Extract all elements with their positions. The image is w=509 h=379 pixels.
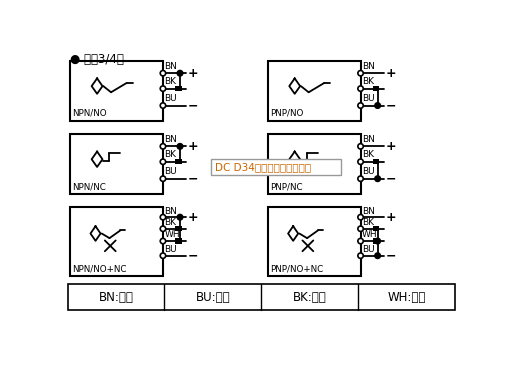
- Circle shape: [160, 176, 165, 182]
- Text: NPN/NO+NC: NPN/NO+NC: [72, 265, 127, 273]
- Text: BN: BN: [361, 135, 374, 144]
- Circle shape: [357, 103, 362, 108]
- Circle shape: [160, 144, 165, 149]
- Circle shape: [357, 238, 362, 244]
- Text: BN:棕色: BN:棕色: [98, 291, 133, 304]
- Text: +: +: [385, 211, 395, 224]
- Circle shape: [177, 215, 182, 220]
- Bar: [372, 226, 378, 232]
- Circle shape: [160, 253, 165, 258]
- Text: BK: BK: [164, 77, 176, 86]
- Circle shape: [160, 103, 165, 108]
- Text: WH: WH: [361, 230, 377, 240]
- Text: −: −: [187, 99, 198, 112]
- Circle shape: [357, 86, 362, 91]
- Text: +: +: [187, 140, 198, 153]
- Text: DC D34三线电容式接近开关: DC D34三线电容式接近开关: [214, 162, 310, 172]
- Text: NPN/NC: NPN/NC: [72, 182, 106, 191]
- Bar: [267, 61, 360, 121]
- Text: BK: BK: [361, 77, 374, 86]
- Circle shape: [357, 176, 362, 182]
- Circle shape: [357, 226, 362, 232]
- Text: PNP/NC: PNP/NC: [269, 182, 302, 191]
- Circle shape: [357, 70, 362, 76]
- Circle shape: [177, 144, 182, 149]
- Circle shape: [374, 253, 380, 258]
- Circle shape: [160, 159, 165, 164]
- Text: BK: BK: [164, 150, 176, 159]
- Bar: [372, 86, 378, 91]
- Bar: [372, 159, 378, 164]
- Text: +: +: [385, 67, 395, 80]
- Bar: [211, 160, 341, 175]
- Text: −: −: [385, 99, 395, 112]
- Text: BK: BK: [361, 150, 374, 159]
- Circle shape: [160, 215, 165, 220]
- Bar: [70, 61, 163, 121]
- Text: NPN/NO: NPN/NO: [72, 109, 107, 118]
- Bar: [175, 226, 181, 232]
- Circle shape: [160, 226, 165, 232]
- Text: WH:白色: WH:白色: [387, 291, 425, 304]
- Text: BN: BN: [361, 62, 374, 71]
- Text: −: −: [385, 172, 395, 185]
- Circle shape: [374, 103, 380, 108]
- Bar: [175, 238, 181, 244]
- Text: BU: BU: [164, 245, 177, 254]
- Text: ● 直涁3/4线: ● 直涁3/4线: [70, 53, 124, 66]
- Circle shape: [357, 215, 362, 220]
- Bar: [267, 207, 360, 276]
- Circle shape: [374, 176, 380, 182]
- Circle shape: [357, 253, 362, 258]
- Circle shape: [374, 238, 380, 244]
- Text: BK: BK: [361, 218, 374, 227]
- Text: +: +: [385, 140, 395, 153]
- Text: BU: BU: [361, 167, 374, 176]
- Text: +: +: [187, 211, 198, 224]
- Circle shape: [160, 238, 165, 244]
- Circle shape: [357, 159, 362, 164]
- Bar: [175, 86, 181, 91]
- Circle shape: [160, 70, 165, 76]
- Text: BU: BU: [361, 94, 374, 103]
- Text: BU:兰色: BU:兰色: [195, 291, 230, 304]
- Bar: [372, 238, 378, 244]
- Text: PNP/NO: PNP/NO: [269, 109, 303, 118]
- Bar: [70, 134, 163, 194]
- Bar: [68, 284, 454, 310]
- Text: BU: BU: [164, 167, 177, 176]
- Bar: [70, 207, 163, 276]
- Text: −: −: [187, 172, 198, 185]
- Text: BU: BU: [164, 94, 177, 103]
- Text: BK: BK: [164, 218, 176, 227]
- Text: BU: BU: [361, 245, 374, 254]
- Text: PNP/NO+NC: PNP/NO+NC: [269, 265, 323, 273]
- Circle shape: [177, 70, 182, 76]
- Text: BN: BN: [164, 62, 177, 71]
- Circle shape: [160, 86, 165, 91]
- Text: +: +: [187, 67, 198, 80]
- Text: WH: WH: [164, 230, 180, 240]
- Text: BN: BN: [164, 207, 177, 216]
- Text: BN: BN: [361, 207, 374, 216]
- Text: BK:黑色: BK:黑色: [292, 291, 326, 304]
- Text: −: −: [187, 249, 198, 262]
- Text: −: −: [385, 249, 395, 262]
- Circle shape: [357, 144, 362, 149]
- Text: BN: BN: [164, 135, 177, 144]
- Bar: [267, 134, 360, 194]
- Bar: [175, 159, 181, 164]
